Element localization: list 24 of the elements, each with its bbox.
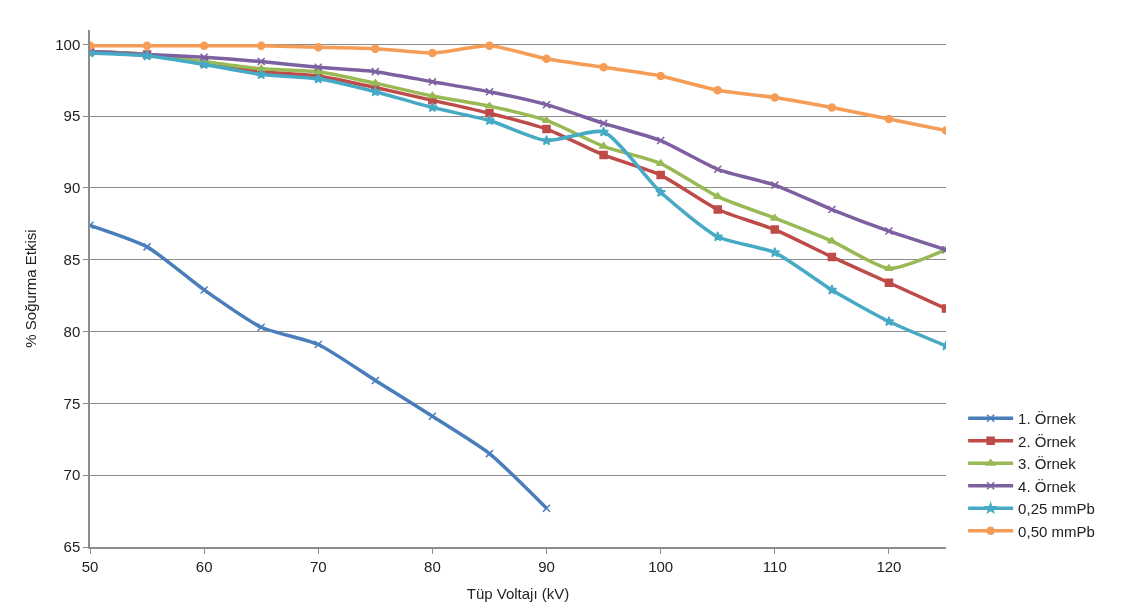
y-tick-label: 80 — [63, 322, 81, 340]
legend-label: 0,50 mmPb — [1018, 522, 1095, 540]
legend-label: 4. Örnek — [1018, 477, 1077, 495]
x-tick-label: 90 — [538, 557, 555, 575]
x-tick-label: 80 — [424, 557, 441, 575]
legend-label: 2. Örnek — [1018, 432, 1077, 450]
y-tick-label: 70 — [63, 466, 81, 484]
legend-label: 3. Örnek — [1018, 455, 1077, 473]
x-tick-label: 100 — [648, 557, 674, 575]
y-tick-label: 65 — [63, 538, 81, 556]
x-tick-label: 110 — [762, 557, 787, 575]
y-tick-label: 75 — [63, 394, 81, 412]
x-axis-title: Tüp Voltajı (kV) — [466, 585, 570, 603]
y-tick-label: 100 — [55, 35, 81, 53]
x-tick-label: 60 — [195, 557, 213, 575]
y-tick-label: 95 — [63, 107, 81, 125]
x-tick-label: 120 — [876, 557, 902, 575]
x-tick-label: 70 — [309, 557, 327, 575]
legend-label: 1. Örnek — [1018, 410, 1077, 428]
y-tick-label: 90 — [63, 179, 81, 197]
legend-label: 0,25 mmPb — [1018, 500, 1095, 518]
y-axis-title: % Soğurma Etkisi — [21, 229, 39, 348]
y-tick-label: 85 — [63, 251, 81, 269]
x-tick-label: 50 — [81, 557, 99, 575]
